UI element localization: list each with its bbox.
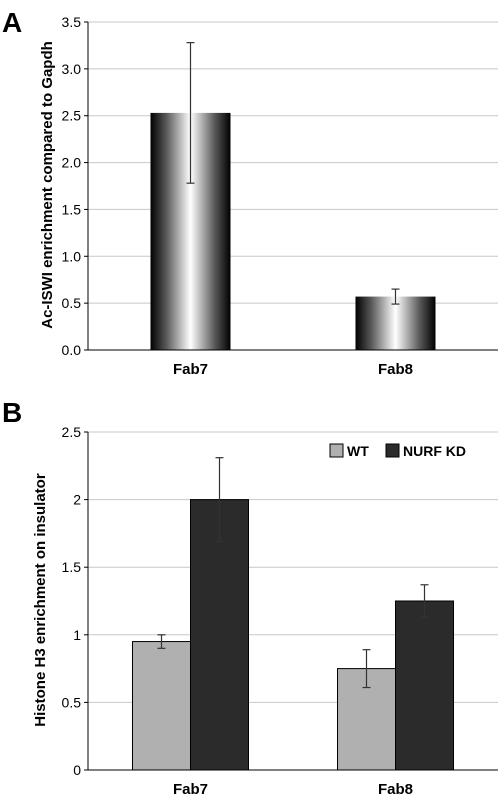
legend-label-nurf-kd: NURF KD	[403, 443, 466, 459]
legend-swatch-nurf-kd	[385, 443, 400, 458]
a-x-tick-label-fab7: Fab7	[173, 361, 208, 378]
a-y-tick-label: 0.0	[62, 342, 82, 358]
panel-b-label: B	[2, 397, 22, 428]
a-y-tick-label: 3.0	[62, 61, 82, 77]
panel-a-y-axis-label: Ac-ISWI enrichment compared to Gapdh	[39, 41, 56, 329]
panel-b-bars	[132, 499, 454, 771]
a-y-tick-label: 0.5	[62, 295, 82, 311]
b-y-tick-label: 1	[73, 627, 81, 643]
panel-b-x-tick-labels: Fab7 Fab8	[173, 781, 413, 798]
panel-a-y-tick-labels: 0.0 0.5 1.0 1.5 2.0 2.5 3.0 3.5	[62, 14, 82, 358]
legend-label-wt: WT	[347, 443, 369, 459]
panel-b-y-axis-label: Histone H3 enrichment on insulator	[32, 473, 49, 727]
b-x-tick-label-fab7: Fab7	[173, 781, 208, 798]
a-y-tick-label: 2.5	[62, 108, 82, 124]
bar-wt-fab7	[132, 641, 191, 771]
a-y-tick-label: 1.5	[62, 201, 82, 217]
panel-a: A 0.0 0.5 1.0 1.5 2.0 2.5 3.0 3.5 Fab7 Fab8 Ac-I…	[2, 7, 498, 378]
panel-b-legend: WT NURF KD	[329, 443, 466, 459]
bar-nurf-kd-fab7	[190, 499, 249, 771]
panel-a-gridlines	[84, 21, 498, 351]
panel-a-error-bars	[186, 42, 400, 305]
b-x-tick-label-fab8: Fab8	[378, 781, 413, 798]
panel-a-label: A	[2, 7, 22, 38]
panel-b-y-tick-labels: 0 0.5 1 1.5 2 2.5	[62, 424, 82, 778]
panel-a-x-tick-labels: Fab7 Fab8	[173, 361, 413, 378]
panel-b-error-bars	[157, 457, 429, 689]
b-y-tick-label: 0.5	[62, 694, 82, 710]
legend-swatch-wt	[329, 443, 344, 458]
b-y-tick-label: 1.5	[62, 559, 82, 575]
b-y-tick-label: 0	[73, 762, 81, 778]
a-y-tick-label: 1.0	[62, 248, 82, 264]
bar-nurf-kd-fab8	[395, 600, 454, 771]
b-y-tick-label: 2.5	[62, 424, 82, 440]
panel-b: B 0 0.5 1 1.5 2 2.5 Fab7 Fab8 Histone H3 enric…	[2, 397, 498, 798]
a-y-tick-label: 2.0	[62, 155, 82, 171]
a-y-tick-label: 3.5	[62, 14, 82, 30]
a-x-tick-label-fab8: Fab8	[378, 361, 413, 378]
panel-a-bars	[150, 112, 436, 350]
b-y-tick-label: 2	[73, 492, 81, 508]
bar-fab8	[355, 296, 436, 350]
